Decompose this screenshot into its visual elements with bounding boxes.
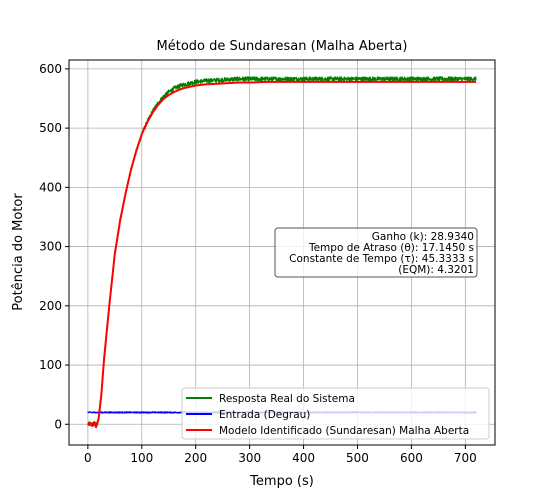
y-tick-label: 100	[39, 358, 62, 372]
legend: Resposta Real do Sistema Entrada (Degrau…	[181, 387, 490, 440]
y-tick-label: 500	[39, 121, 62, 135]
y-axis-ticks: 0 100 200 300 400 500 600	[39, 62, 69, 431]
x-axis-ticks: 0 100 200 300 400 500 600 700	[84, 445, 477, 465]
y-tick-label: 400	[39, 180, 62, 194]
annotation-time-constant: Constante de Tempo (τ): 45.3333 s	[289, 253, 474, 265]
legend-label-input-step: Entrada (Degrau)	[219, 409, 310, 421]
x-tick-label: 600	[400, 451, 423, 465]
y-tick-label: 300	[39, 240, 62, 254]
plot-frame	[68, 59, 496, 446]
annotation-box-frame	[274, 227, 478, 278]
y-tick-label: 600	[39, 62, 62, 76]
annotation-gain: Ganho (k): 28.9340	[372, 231, 474, 243]
y-tick-label: 200	[39, 299, 62, 313]
legend-label-real-response: Resposta Real do Sistema	[219, 393, 355, 405]
x-tick-label: 400	[292, 451, 315, 465]
x-tick-label: 100	[130, 451, 153, 465]
x-tick-label: 200	[184, 451, 207, 465]
annotation-box: Ganho (k): 28.9340 Tempo de Atraso (θ): …	[274, 227, 478, 278]
annotation-mse: (EQM): 4.3201	[398, 264, 474, 276]
x-tick-label: 300	[238, 451, 261, 465]
y-tick-label: 0	[54, 417, 62, 431]
grid	[69, 60, 495, 445]
y-axis-label: Potência do Motor	[11, 193, 26, 311]
x-tick-label: 700	[454, 451, 477, 465]
legend-label-identified-model: Modelo Identificado (Sundaresan) Malha A…	[219, 425, 469, 437]
x-tick-label: 0	[84, 451, 92, 465]
series-line-identified-model	[87, 80, 477, 429]
x-tick-label: 500	[346, 451, 369, 465]
chart-title: Método de Sundaresan (Malha Aberta)	[157, 39, 408, 54]
x-axis-label: Tempo (s)	[249, 474, 314, 489]
annotation-delay: Tempo de Atraso (θ): 17.1450 s	[308, 242, 474, 254]
legend-frame	[181, 387, 490, 440]
